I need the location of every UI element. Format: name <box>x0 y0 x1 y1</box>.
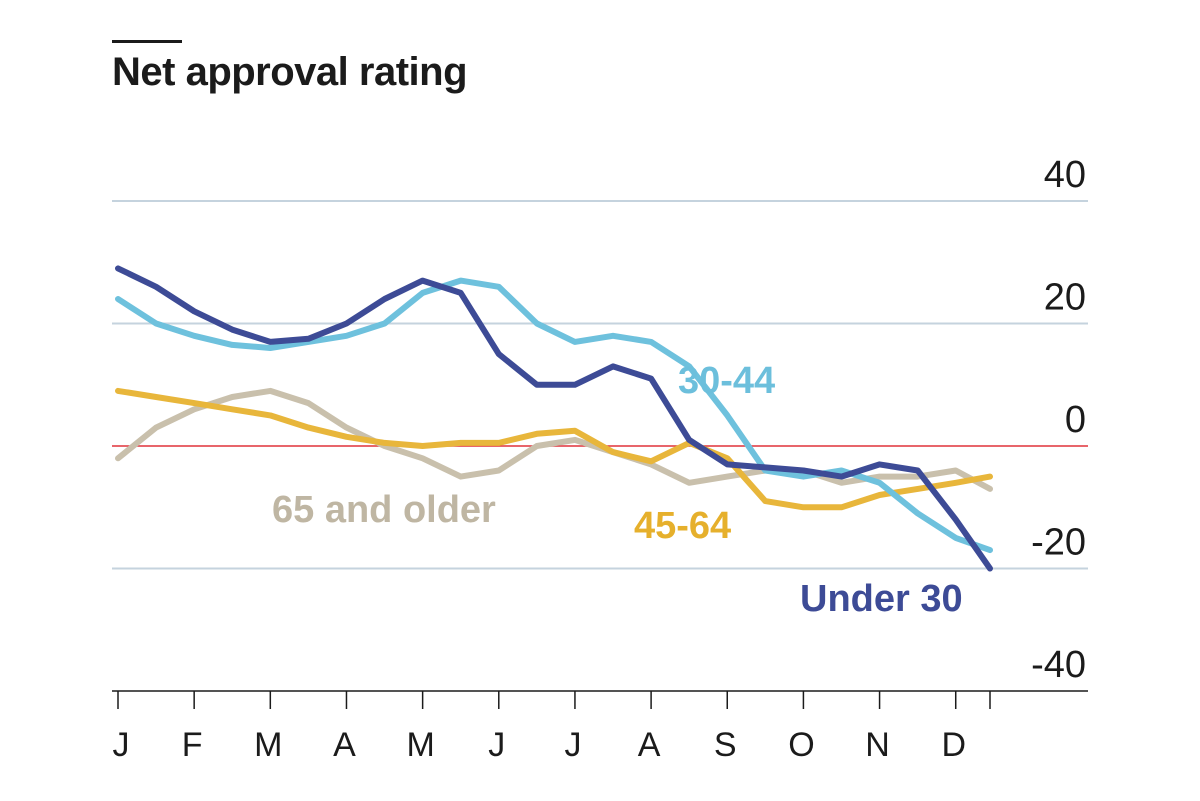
y-tick-label: -40 <box>1031 644 1086 686</box>
x-tick-label: J <box>564 726 581 764</box>
x-tick-label: M <box>406 726 434 764</box>
y-tick-label: -20 <box>1031 522 1086 564</box>
series-label-65-and-older: 65 and older <box>272 489 496 531</box>
x-tick-label: O <box>788 726 814 764</box>
series-label-30-44: 30-44 <box>678 360 775 402</box>
x-tick-label: N <box>865 726 890 764</box>
series-line-45-64 <box>115 387 993 511</box>
x-tick-label: D <box>941 726 966 764</box>
x-tick-label: J <box>488 726 505 764</box>
series-label-under-30: Under 30 <box>800 578 963 620</box>
x-tick-label: F <box>182 726 203 764</box>
series-label-45-64: 45-64 <box>634 505 731 547</box>
x-tick-label: J <box>113 726 130 764</box>
title-rule <box>112 40 182 43</box>
x-tick-label: M <box>254 726 282 764</box>
x-tick-label: A <box>638 726 661 764</box>
chart-title: Net approval rating <box>112 50 468 94</box>
series-line-30-44 <box>115 277 993 554</box>
y-tick-label: 40 <box>1044 154 1086 196</box>
y-tick-label: 20 <box>1044 277 1086 319</box>
series-line-under-30 <box>115 265 993 572</box>
x-tick-label: S <box>714 726 737 764</box>
x-tick-label: A <box>333 726 356 764</box>
series-line-65-and-older <box>115 387 993 492</box>
y-tick-label: 0 <box>1065 399 1086 441</box>
